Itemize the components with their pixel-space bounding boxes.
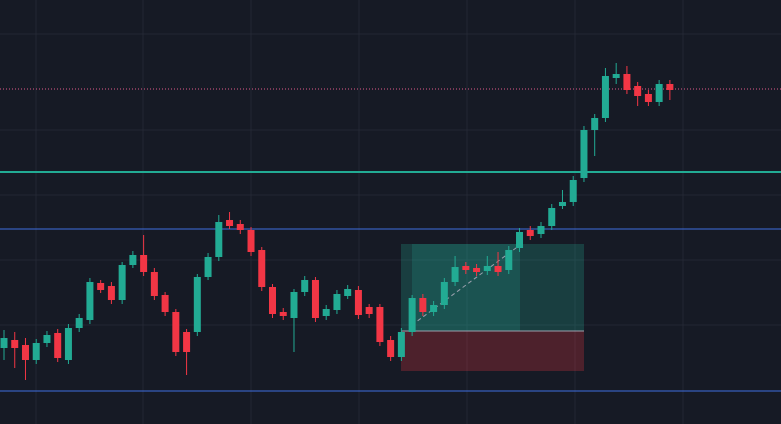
candle-body (215, 222, 223, 257)
candle-body (54, 333, 62, 358)
candle-body (408, 298, 416, 332)
stop-zone (401, 331, 584, 371)
candle-body (655, 84, 663, 102)
candle-body (43, 335, 51, 343)
candle-body (193, 277, 201, 332)
candle-body (322, 309, 330, 316)
candle-body (666, 84, 674, 90)
candle-body (140, 255, 148, 272)
candle-body (494, 266, 502, 272)
candle-body (569, 180, 577, 202)
candle-body (387, 340, 395, 357)
candle-body (64, 328, 72, 360)
candle-body (451, 267, 459, 282)
levels (0, 88, 781, 392)
candle-body (107, 286, 115, 300)
candle-body (150, 272, 158, 296)
candle-body (269, 287, 276, 314)
candle-body (397, 332, 405, 357)
candle-body (344, 289, 352, 296)
candles (0, 63, 674, 380)
candle-body (279, 312, 287, 316)
candle-body (505, 250, 513, 270)
candle-body (580, 130, 588, 178)
candle-body (483, 266, 491, 271)
candle-body (623, 74, 631, 90)
candle-body (247, 230, 255, 252)
candle-body (537, 226, 545, 234)
candle-body (516, 232, 524, 248)
candle-body (172, 312, 180, 352)
candle-body (354, 290, 362, 315)
candle-body (419, 298, 427, 312)
candle-body (236, 224, 244, 230)
candle-body (32, 343, 40, 360)
candle-body (0, 338, 8, 348)
candle-body (644, 94, 652, 102)
candle-body (97, 283, 105, 290)
candle-body (118, 265, 126, 300)
candle-body (376, 307, 384, 342)
candle-body (462, 266, 470, 270)
trade-path (411, 244, 521, 326)
candle-body (204, 257, 212, 277)
candle-body (301, 280, 309, 292)
candle-body (290, 292, 298, 318)
candle-body (430, 305, 438, 312)
candle-body (526, 230, 534, 236)
candle-body (473, 268, 481, 272)
candle-body (75, 318, 83, 328)
candle-body (258, 250, 266, 287)
candle-body (161, 295, 169, 312)
candle-body (86, 282, 94, 320)
candle-body (311, 280, 319, 318)
candle-body (601, 76, 609, 118)
candle-body (11, 340, 19, 348)
position-tool[interactable] (401, 244, 584, 371)
candle-body (558, 202, 566, 206)
candle-body (21, 345, 29, 360)
candle-body (612, 74, 620, 78)
candle-body (548, 208, 556, 226)
candle-body (440, 282, 448, 305)
target-progress (412, 244, 520, 331)
candle-body (365, 307, 373, 314)
candle-body (183, 332, 191, 352)
candle-body (591, 118, 599, 130)
candle-body (226, 220, 234, 226)
target-zone (401, 244, 584, 331)
candle-body (129, 255, 137, 265)
candle-body (333, 294, 341, 310)
candle-body (634, 86, 642, 96)
